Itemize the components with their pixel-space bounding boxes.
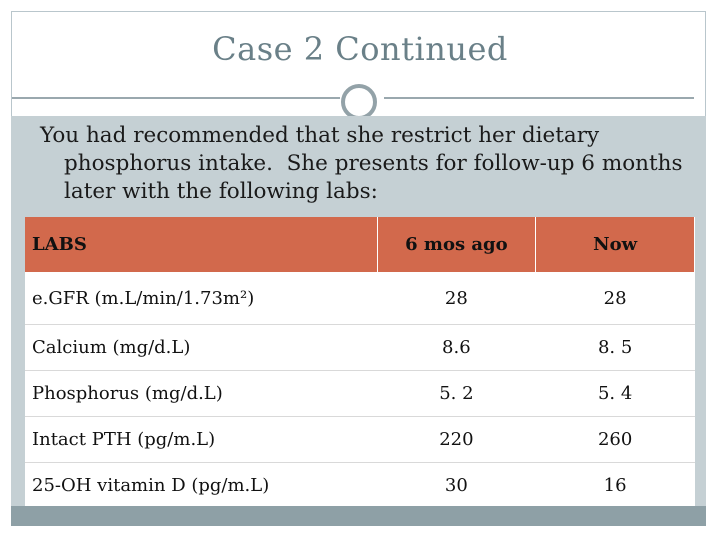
lab-value-6-mos-ago: 5. 2 bbox=[377, 370, 537, 417]
table-row: 25-OH vitamin D (pg/m.L) 30 16 bbox=[25, 462, 695, 509]
lab-value-now: 28 bbox=[535, 272, 695, 325]
table-row: e.GFR (m.L/min/1.73m²) 28 28 bbox=[25, 272, 695, 325]
lab-name: Calcium (mg/d.L) bbox=[25, 324, 378, 371]
lab-value-6-mos-ago: 30 bbox=[377, 462, 537, 509]
header-6-mos-ago: 6 mos ago bbox=[377, 217, 537, 273]
lab-value-6-mos-ago: 220 bbox=[377, 416, 537, 463]
bottom-accent-bar bbox=[11, 506, 706, 526]
case-description: You had recommended that she restrict he… bbox=[40, 123, 690, 204]
table-row: Intact PTH (pg/m.L) 220 260 bbox=[25, 416, 695, 463]
lab-value-now: 8. 5 bbox=[535, 324, 695, 371]
lab-value-6-mos-ago: 28 bbox=[377, 272, 537, 325]
lab-value-now: 16 bbox=[535, 462, 695, 509]
title-ring-ornament bbox=[341, 84, 377, 120]
labs-table: LABS 6 mos ago Now e.GFR (m.L/min/1.73m²… bbox=[25, 217, 695, 509]
title-divider-right bbox=[384, 97, 694, 99]
table-row: Phosphorus (mg/d.L) 5. 2 5. 4 bbox=[25, 370, 695, 417]
header-now: Now bbox=[535, 217, 695, 273]
labs-table-header-row: LABS 6 mos ago Now bbox=[25, 217, 695, 273]
lab-name: 25-OH vitamin D (pg/m.L) bbox=[25, 462, 378, 509]
header-labs: LABS bbox=[25, 217, 378, 273]
lab-value-6-mos-ago: 8.6 bbox=[377, 324, 537, 371]
lab-value-now: 260 bbox=[535, 416, 695, 463]
lab-name: Phosphorus (mg/d.L) bbox=[25, 370, 378, 417]
lab-name: e.GFR (m.L/min/1.73m²) bbox=[25, 272, 378, 325]
lab-name: Intact PTH (pg/m.L) bbox=[25, 416, 378, 463]
slide-title: Case 2 Continued bbox=[212, 30, 508, 68]
title-divider-left bbox=[12, 97, 340, 99]
lab-value-now: 5. 4 bbox=[535, 370, 695, 417]
table-row: Calcium (mg/d.L) 8.6 8. 5 bbox=[25, 324, 695, 371]
